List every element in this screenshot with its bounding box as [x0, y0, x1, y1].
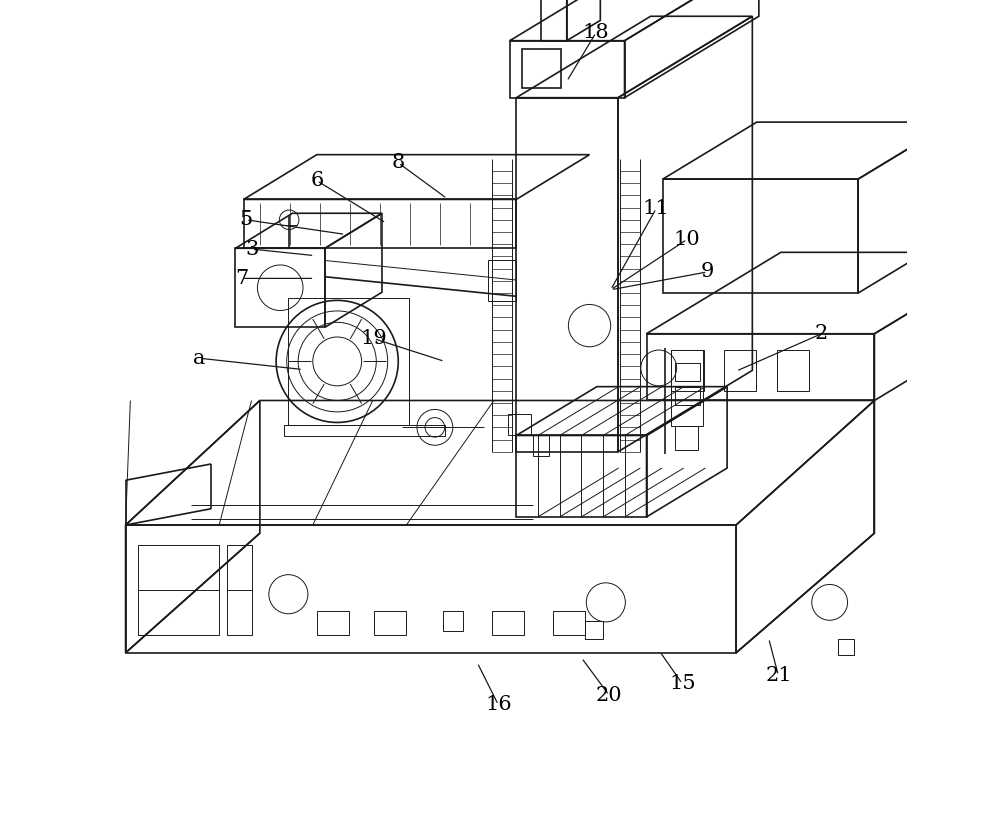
Bar [553, 610, 585, 635]
Text: 7: 7 [235, 269, 249, 288]
Bar [675, 363, 700, 381]
Text: 9: 9 [701, 262, 714, 282]
Bar [138, 545, 219, 635]
Bar [585, 621, 603, 639]
Bar [522, 49, 561, 88]
Text: 8: 8 [392, 153, 405, 173]
Text: 21: 21 [765, 666, 792, 685]
Text: 19: 19 [360, 329, 387, 348]
Bar [492, 610, 524, 635]
Text: 20: 20 [596, 685, 622, 705]
Text: 6: 6 [310, 171, 323, 190]
Bar [508, 414, 531, 435]
Bar [374, 610, 406, 635]
Bar [777, 350, 809, 391]
Bar [675, 387, 700, 405]
Bar [533, 435, 549, 456]
Text: 2: 2 [815, 324, 828, 344]
Bar [671, 350, 704, 391]
Text: 18: 18 [583, 23, 609, 42]
Text: 3: 3 [245, 239, 258, 259]
Text: 5: 5 [239, 210, 253, 230]
Text: 11: 11 [643, 199, 670, 218]
Bar [724, 350, 756, 391]
Text: 16: 16 [485, 695, 512, 715]
Bar [443, 610, 463, 631]
Bar [227, 545, 252, 635]
Text: 10: 10 [674, 230, 701, 249]
Text: a: a [193, 348, 205, 368]
Text: 15: 15 [669, 674, 696, 694]
Bar [838, 639, 854, 655]
Bar [317, 610, 349, 635]
Bar [956, 317, 974, 335]
